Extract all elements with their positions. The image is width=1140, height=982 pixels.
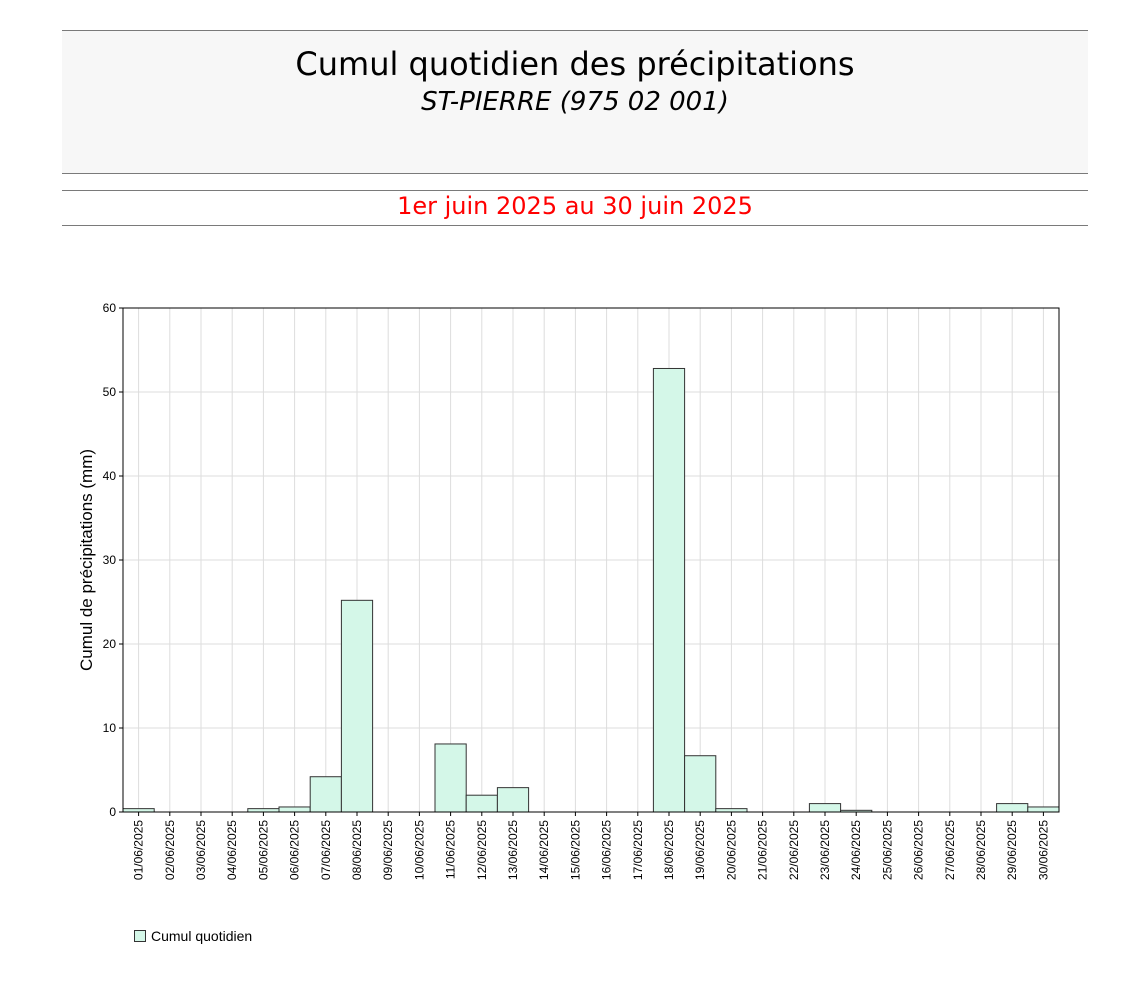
x-tick-label: 17/06/2025 [631, 820, 645, 880]
x-tick-label: 18/06/2025 [662, 820, 676, 880]
legend: Cumul quotidien [134, 928, 252, 944]
grid-layer [123, 308, 1059, 812]
y-tick-label: 0 [109, 805, 116, 819]
x-tick-label: 10/06/2025 [412, 820, 426, 880]
bar-23/06/2025 [808, 803, 842, 813]
legend-swatch [134, 930, 146, 942]
x-tick-label: 08/06/2025 [350, 820, 364, 880]
bar-30/06/2025 [1027, 806, 1060, 813]
x-tick-label: 04/06/2025 [225, 820, 239, 880]
bar-18/06/2025 [652, 367, 686, 813]
x-tick-label: 22/06/2025 [787, 820, 801, 880]
bar-29/06/2025 [996, 803, 1029, 813]
x-tick-label: 16/06/2025 [600, 820, 614, 880]
x-tick-label: 19/06/2025 [693, 820, 707, 880]
x-tick-label: 12/06/2025 [475, 820, 489, 880]
x-tick-label: 28/06/2025 [974, 820, 988, 880]
y-tick-label: 40 [103, 469, 117, 483]
axis-layer: 0 10 20 30 40 50 60 01/06/2025 02/06/2025 03/06/2… [103, 301, 1051, 880]
x-tick-label: 03/06/2025 [194, 820, 208, 880]
x-tick-label: 26/06/2025 [912, 820, 926, 880]
bar-12/06/2025 [465, 794, 498, 813]
x-tick-label: 24/06/2025 [849, 820, 863, 880]
x-tick-label: 09/06/2025 [381, 820, 395, 880]
x-tick-label: 23/06/2025 [818, 820, 832, 880]
bar-layer [122, 367, 1060, 813]
x-tick-label: 05/06/2025 [256, 820, 270, 880]
y-tick-label: 30 [103, 553, 117, 567]
x-tick-label: 27/06/2025 [943, 820, 957, 880]
bar-11/06/2025 [434, 743, 467, 813]
bar-06/06/2025 [278, 806, 311, 813]
bar-19/06/2025 [684, 755, 717, 813]
bar-05/06/2025 [247, 808, 280, 813]
y-axis-label: Cumul de précipitations (mm) [77, 449, 96, 671]
y-tick-label: 50 [103, 385, 117, 399]
y-tick-label: 10 [103, 721, 117, 735]
x-tick-label: 13/06/2025 [506, 820, 520, 880]
x-tick-label: 02/06/2025 [163, 820, 177, 880]
x-tick-label: 25/06/2025 [880, 820, 894, 880]
x-tick-label: 01/06/2025 [132, 820, 146, 880]
period-label: 1er juin 2025 au 30 juin 2025 [397, 192, 753, 220]
x-tick-label: 07/06/2025 [319, 820, 333, 880]
x-tick-label: 20/06/2025 [724, 820, 738, 880]
bar-01/06/2025 [122, 808, 155, 813]
period-box: 1er juin 2025 au 30 juin 2025 [62, 190, 1088, 226]
y-tick-label: 20 [103, 637, 117, 651]
x-tick-label: 29/06/2025 [1005, 820, 1019, 880]
chart-title: Cumul quotidien des précipitations [295, 45, 855, 83]
bar-07/06/2025 [309, 776, 342, 813]
bar-20/06/2025 [715, 808, 748, 813]
y-tick-label: 60 [103, 301, 117, 315]
x-tick-label: 14/06/2025 [537, 820, 551, 880]
x-tick-label: 11/06/2025 [444, 820, 458, 879]
header-box: Cumul quotidien des précipitations ST-PI… [62, 30, 1088, 174]
x-tick-label: 15/06/2025 [568, 820, 582, 880]
x-tick-label: 30/06/2025 [1036, 820, 1050, 880]
x-tick-label: 21/06/2025 [756, 820, 770, 880]
bar-08/06/2025 [340, 599, 374, 813]
legend-label: Cumul quotidien [151, 928, 253, 944]
bar-13/06/2025 [496, 787, 530, 813]
x-tick-label: 06/06/2025 [288, 820, 302, 880]
station-subtitle: ST-PIERRE (975 02 001) [421, 87, 729, 117]
